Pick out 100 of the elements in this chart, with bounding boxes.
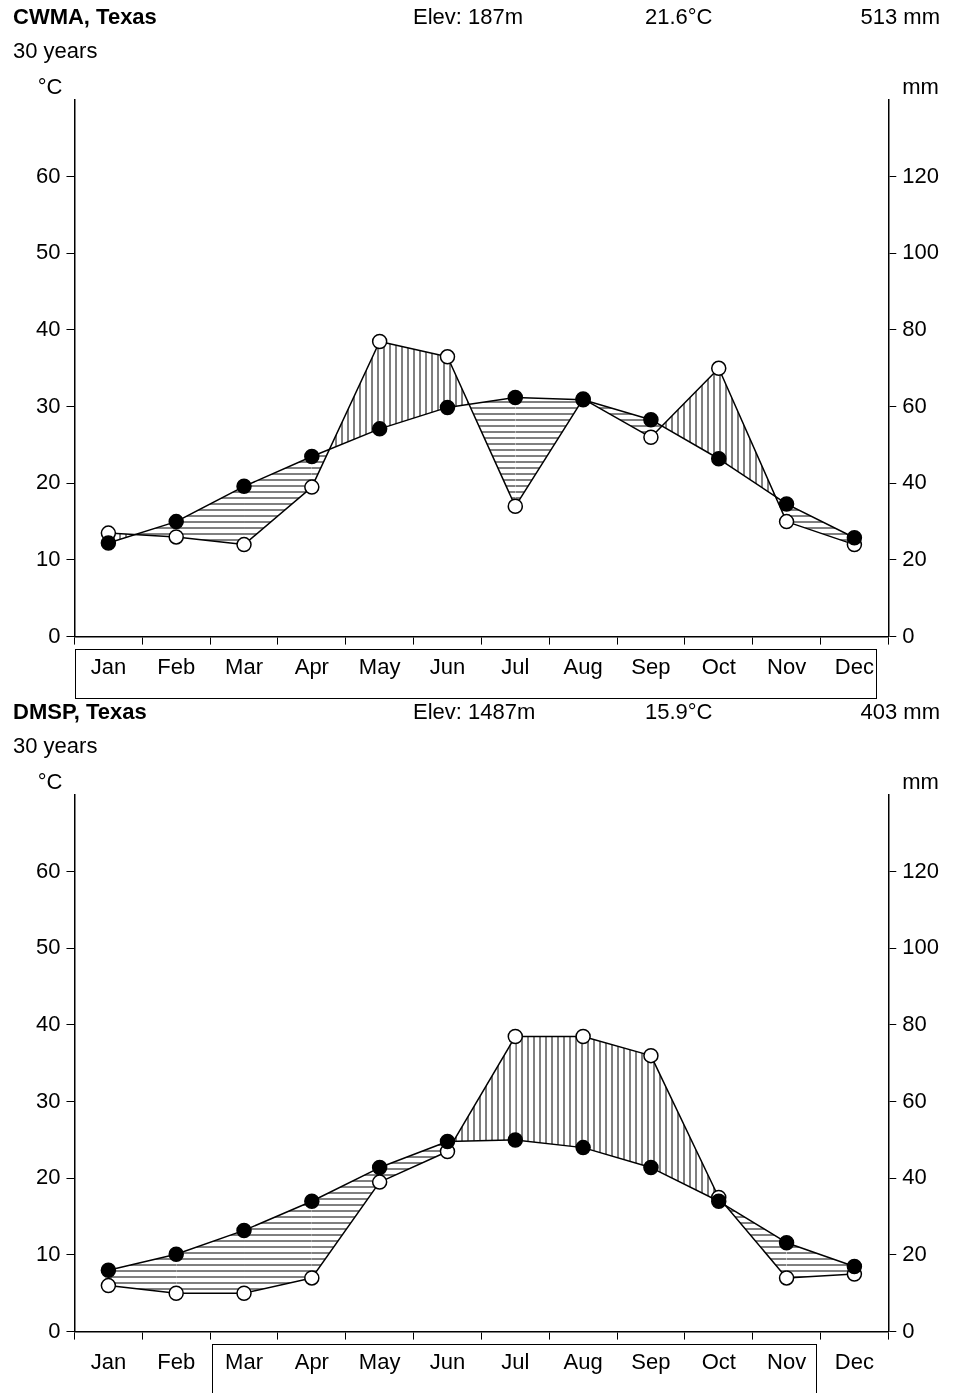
point (643, 411, 659, 428)
x-tick-label: Mar (225, 653, 263, 679)
y-tick-label: 40 (35, 1011, 61, 1037)
x-tick-label: Dec (834, 1348, 874, 1374)
y2-tick-label: 80 (902, 1011, 927, 1037)
point (507, 1028, 524, 1045)
x-tick-label: Oct (701, 653, 736, 679)
point (711, 1193, 727, 1210)
point (100, 1262, 117, 1279)
point (507, 498, 524, 515)
point (711, 360, 727, 377)
point (643, 429, 659, 446)
y2-tick-label: 20 (902, 1241, 927, 1267)
point (778, 1234, 795, 1251)
y2-tick-label: 60 (902, 392, 927, 418)
text: Elev: 187m (413, 4, 524, 30)
point (100, 535, 117, 551)
y2-tick-label: 60 (902, 1087, 927, 1113)
y-tick-label: 30 (35, 392, 61, 418)
point (371, 333, 388, 350)
y-tick-label: 30 (35, 1087, 61, 1113)
y-tick-label: 0 (48, 1317, 61, 1343)
y-tick-label: 50 (35, 239, 61, 265)
point (711, 451, 727, 467)
point (846, 1258, 863, 1275)
point (100, 1277, 117, 1294)
y-tick-label: 40 (35, 316, 61, 342)
y-axis-title: °C (37, 74, 63, 100)
text: 403 mm (860, 699, 940, 725)
point (575, 1028, 591, 1045)
x-tick-label: May (358, 1348, 401, 1374)
x-tick-label: Feb (157, 653, 196, 679)
point (371, 1174, 388, 1190)
point (643, 1047, 659, 1064)
point (846, 529, 863, 546)
x-tick-label: Jan (90, 653, 127, 679)
text: 15.9°C (645, 699, 713, 725)
point (304, 479, 320, 495)
x-tick-label: Apr (294, 653, 329, 679)
x-tick-label: Sep (631, 653, 671, 679)
x-tick-label: May (358, 653, 401, 679)
y-axis-title: °C (37, 769, 63, 795)
text: 513 mm (860, 4, 940, 30)
y2-tick-label: 20 (902, 546, 927, 572)
point (168, 529, 184, 545)
point (439, 349, 456, 365)
point (236, 536, 252, 553)
point (236, 1285, 252, 1302)
y-tick-label: 60 (35, 857, 61, 883)
point (371, 1159, 388, 1176)
point (168, 1285, 184, 1302)
x-tick-label: Apr (294, 1348, 329, 1374)
y2-axis-title: mm (902, 74, 939, 100)
point (168, 1246, 184, 1262)
point (439, 399, 456, 416)
y2-tick-label: 0 (902, 1317, 915, 1343)
point (236, 478, 252, 495)
point (236, 1222, 252, 1239)
point (371, 421, 388, 437)
y2-axis-title: mm (902, 769, 939, 795)
x-tick-label: Jun (429, 1348, 466, 1374)
y-tick-label: 20 (35, 1164, 61, 1190)
y2-tick-label: 40 (902, 469, 927, 495)
y-tick-label: 20 (35, 469, 61, 495)
y-tick-label: 10 (35, 1241, 61, 1267)
y2-tick-label: 120 (902, 857, 940, 883)
y2-tick-label: 80 (902, 316, 927, 342)
x-tick-label: Dec (834, 653, 874, 679)
point (575, 1139, 591, 1156)
x-tick-label: Aug (563, 653, 603, 679)
point (304, 1193, 320, 1210)
x-tick-label: Oct (701, 1348, 736, 1374)
x-tick-label: Sep (631, 1348, 671, 1374)
x-tick-label: Mar (225, 1348, 263, 1374)
point (304, 448, 320, 465)
x-tick-label: Feb (157, 1348, 196, 1374)
y2-tick-label: 100 (902, 934, 940, 960)
x-tick-label: Jan (90, 1348, 127, 1374)
x-tick-label: Nov (767, 653, 807, 679)
x-tick-label: Aug (563, 1348, 603, 1374)
x-tick-label: Nov (767, 1348, 807, 1374)
x-tick-label: Jul (501, 1348, 530, 1374)
y2-tick-label: 0 (902, 622, 915, 648)
point (778, 496, 795, 512)
x-tick-label: Jul (501, 653, 530, 679)
point (507, 389, 524, 406)
point (439, 1133, 456, 1150)
y2-tick-label: 100 (902, 239, 940, 265)
point (778, 513, 795, 530)
y-tick-label: 60 (35, 162, 61, 188)
y2-tick-label: 40 (902, 1164, 927, 1190)
y-tick-label: 50 (35, 934, 61, 960)
chart-subtitle: 30 years (13, 733, 98, 759)
point (778, 1270, 795, 1286)
text: 21.6°C (645, 4, 713, 30)
chart-title: DMSP, Texas (13, 699, 147, 725)
x-tick-label: Jun (429, 653, 466, 679)
point (304, 1270, 320, 1286)
point (643, 1159, 659, 1176)
y-tick-label: 0 (48, 622, 61, 648)
